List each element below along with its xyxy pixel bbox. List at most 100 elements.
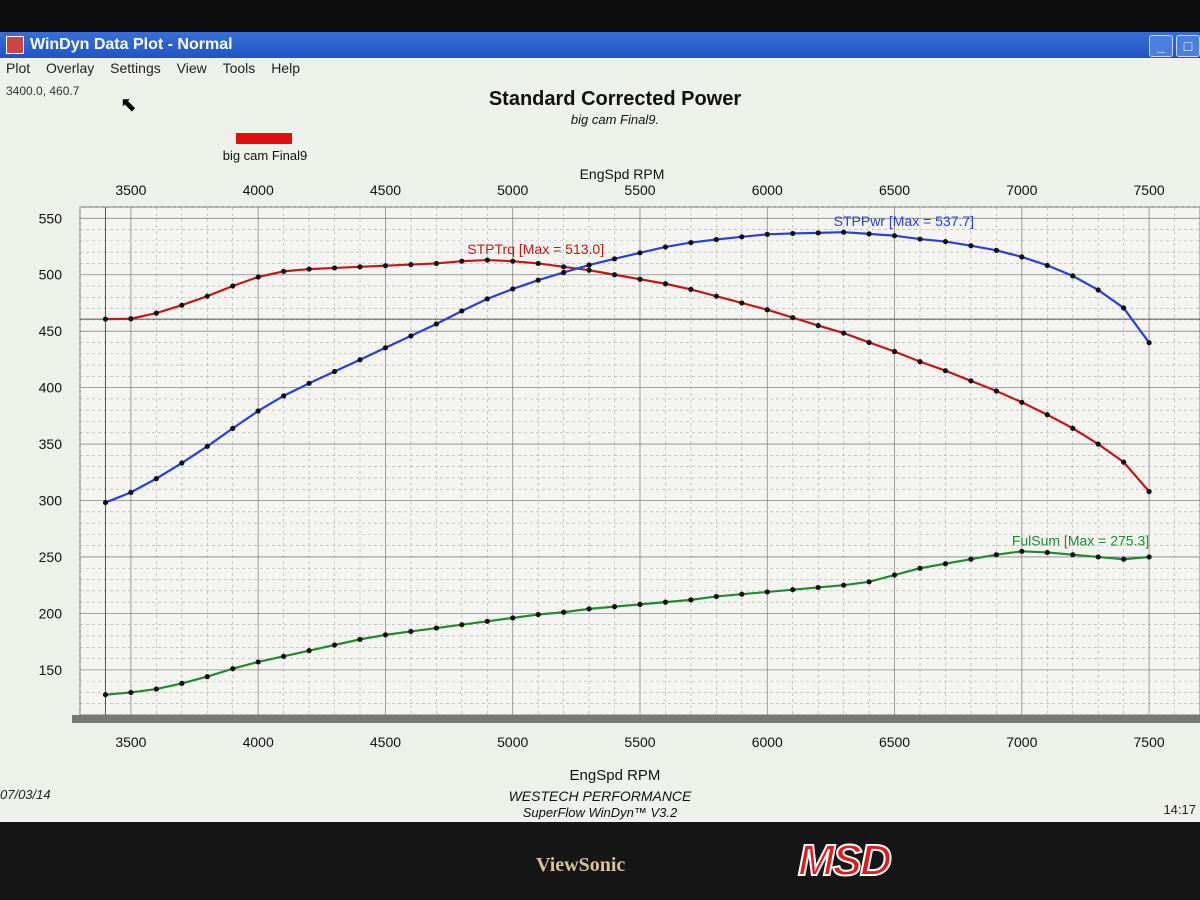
maximize-button[interactable]: □ <box>1176 35 1200 57</box>
viewsonic-logo: ViewSonic <box>536 854 626 876</box>
stppwr-point <box>586 262 592 268</box>
fulsum-max-label: FulSum [Max = 275.3] <box>1012 532 1149 548</box>
stptrq-point <box>637 276 643 282</box>
stppwr-point <box>281 393 287 399</box>
stppwr-point <box>968 243 974 249</box>
menu-view[interactable]: View <box>176 60 207 76</box>
stppwr-point <box>408 333 414 339</box>
x-tick-label-top: 7000 <box>1006 182 1037 198</box>
stppwr-point <box>739 234 745 240</box>
menu-plot[interactable]: Plot <box>6 60 31 76</box>
stppwr-point <box>942 238 949 245</box>
x-tick-label-bottom: 7500 <box>1134 734 1165 750</box>
stptrq-point <box>204 293 210 299</box>
x-axis-label-bottom: EngSpd RPM <box>570 767 661 784</box>
fulsum-point <box>713 593 719 600</box>
fulsum-point <box>815 584 821 591</box>
stppwr-point <box>128 489 134 495</box>
fulsum-point <box>433 625 439 631</box>
stptrq-point <box>306 266 312 272</box>
stptrq-point <box>713 293 719 299</box>
menu-bar: Plot Overlay Settings View Tools Help <box>0 60 306 80</box>
stptrq-point <box>153 310 159 316</box>
stppwr-point <box>993 247 999 253</box>
stptrq-point <box>1121 459 1127 465</box>
stppwr-point <box>1044 262 1050 268</box>
menu-overlay[interactable]: Overlay <box>46 60 95 76</box>
fulsum-point <box>102 692 109 698</box>
x-tick-label-top: 6000 <box>752 182 783 198</box>
stptrq-line <box>105 258 1150 493</box>
fulsum-point <box>968 556 974 562</box>
chart-subtitle: big cam Final9. <box>571 112 659 127</box>
fulsum-point <box>408 628 414 635</box>
fulsum-point <box>255 659 261 665</box>
chart-title: Standard Corrected Power <box>489 88 742 110</box>
stppwr-point <box>204 443 210 449</box>
stptrq-point <box>1044 412 1050 418</box>
y-tick-label: 200 <box>39 605 63 621</box>
fulsum-point <box>230 666 236 672</box>
fulsum-point <box>281 653 287 659</box>
stppwr-point <box>459 308 465 314</box>
stptrq-point <box>688 286 694 293</box>
stppwr-point <box>179 460 185 466</box>
cursor-readout: 3400.0, 460.7 <box>6 84 80 98</box>
fulsum-point <box>1044 549 1050 556</box>
stppwr-point <box>1146 340 1152 346</box>
legend-swatch <box>236 133 292 144</box>
fulsum-point <box>611 604 618 610</box>
fulsum-point <box>459 622 465 628</box>
x-tick-label-bottom: 3500 <box>115 734 146 750</box>
stptrq-point <box>357 264 363 270</box>
stptrq-point <box>433 260 439 267</box>
stptrq-point <box>230 283 236 289</box>
x-tick-label-bottom: 5500 <box>624 734 655 750</box>
monitor-bezel-bottom: ViewSonic MSD <box>0 822 1200 900</box>
stptrq-point <box>764 307 770 313</box>
windyn-window: WinDyn Data Plot - Normal _ □ Plot Overla… <box>0 32 1200 822</box>
stppwr-point <box>611 256 618 262</box>
chart[interactable]: Standard Corrected Power big cam Final9.… <box>0 32 1200 792</box>
stptrq-point <box>408 261 414 268</box>
x-axis-bar <box>72 715 1200 723</box>
minimize-button[interactable]: _ <box>1149 35 1173 57</box>
y-tick-label: 400 <box>39 380 63 396</box>
stppwr-max-label: STPPwr [Max = 537.7] <box>834 213 974 229</box>
legend-label: big cam Final9 <box>223 148 308 163</box>
footer-software: SuperFlow WinDyn™ V3.2 <box>522 805 678 820</box>
stppwr-line <box>105 231 1150 504</box>
fulsum-point <box>891 572 898 578</box>
window-title: WinDyn Data Plot - Normal <box>30 36 233 53</box>
x-tick-label-bottom: 7000 <box>1006 734 1037 750</box>
footer-time: 14:17 <box>1163 802 1196 817</box>
stptrq-point <box>281 268 287 274</box>
msd-logo: MSD <box>797 835 893 886</box>
stppwr-point <box>815 230 821 236</box>
y-tick-label: 350 <box>39 436 63 452</box>
stppwr-point <box>535 277 541 283</box>
stppwr-point <box>102 499 109 506</box>
x-tick-label-top: 4000 <box>243 182 274 198</box>
stptrq-point <box>815 322 821 329</box>
x-tick-label-bottom: 6500 <box>879 734 910 750</box>
fulsum-point <box>942 561 949 567</box>
fulsum-point <box>586 606 592 612</box>
fulsum-point <box>790 587 796 593</box>
stptrq-point <box>510 258 516 264</box>
menu-help[interactable]: Help <box>271 60 300 76</box>
stptrq-point <box>662 281 669 287</box>
fulsum-point <box>993 552 999 558</box>
menu-settings[interactable]: Settings <box>110 60 161 76</box>
fulsum-point <box>1146 554 1152 560</box>
fulsum-point <box>535 611 541 618</box>
fulsum-point <box>357 636 363 642</box>
menu-tools[interactable]: Tools <box>222 60 256 76</box>
fulsum-point <box>637 601 643 607</box>
stppwr-point <box>1095 287 1101 293</box>
fulsum-point <box>764 589 770 595</box>
fulsum-point <box>917 565 923 571</box>
stppwr-point <box>484 296 490 302</box>
stptrq-point <box>841 330 847 336</box>
fulsum-point <box>382 632 389 638</box>
